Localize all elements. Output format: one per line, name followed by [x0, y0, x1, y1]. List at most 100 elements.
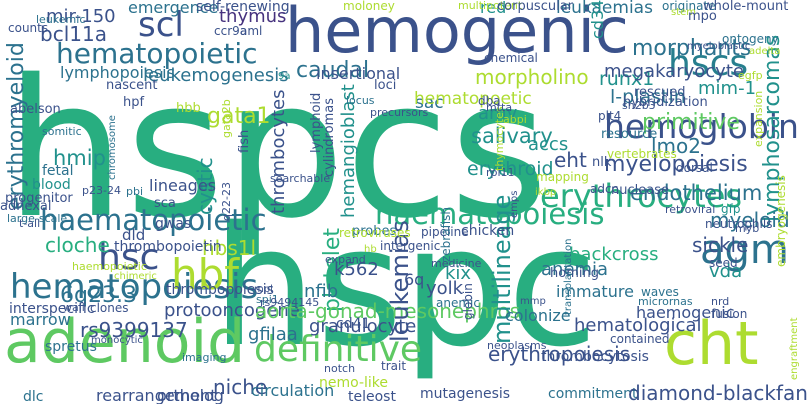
word-hemogenic: hemogenic [285, 0, 629, 67]
word-neutrophils: neutrophils [705, 217, 773, 231]
word-lineages: lineages [149, 176, 217, 195]
word-colonize: colonize [505, 306, 571, 325]
word-retroviruses: retroviruses [339, 226, 411, 240]
word-granulocyte: granulocyte [309, 316, 417, 337]
word-adenoid: adenoid [4, 307, 246, 377]
word-diamond-blackfan: diamond-blackfan [628, 381, 808, 404]
word-corpuscular: corpuscular [497, 0, 574, 14]
word-anemic: anemic [436, 296, 480, 310]
word-searchable: searchable [270, 172, 331, 185]
word-hemoglobin: hemoglobin [604, 107, 799, 146]
word-k562: k562 [334, 259, 379, 280]
word-retroviral: retroviral [665, 203, 716, 216]
word-teleost: teleost [348, 389, 396, 404]
word-mim-1: mim-1 [698, 78, 757, 99]
word-thrombopoiesis: thrombopoiesis [166, 282, 274, 298]
word-hematopoetic: hematopoetic [414, 89, 532, 109]
word-gwas: gwas [155, 216, 192, 232]
word-resource: resource [601, 127, 658, 142]
word-dba: dba [478, 94, 501, 108]
word-leukemogenesis: leukemogenesis [143, 65, 289, 86]
word-chemical: chemical [484, 51, 538, 65]
word-aorta-gonad-mesonephros: aorta-gonad-mesonephros [255, 299, 521, 323]
word-rs9494145: rs9494145 [260, 296, 320, 309]
word-multipotent: multipotent [458, 0, 523, 12]
word-thrombocytes: thrombocytes [268, 89, 289, 214]
word-homing: homing [550, 266, 599, 281]
word-yolk: yolk [426, 278, 464, 299]
word-protooncogene: protooncogene [164, 300, 300, 321]
word-nfib: nfib [304, 281, 339, 302]
word-runx1: runx1 [599, 68, 655, 90]
word-red: red [480, 0, 507, 17]
word-adnexal: adnexal [0, 199, 52, 214]
word-pipeline: pipeline [421, 225, 469, 239]
word-sac: sac [415, 93, 444, 113]
word-9a: 9a [278, 71, 291, 82]
word-cht: cht [664, 309, 759, 379]
word-aml: aml [240, 24, 263, 38]
word-niche: niche [213, 375, 268, 399]
word-micrornas: micrornas [638, 295, 693, 308]
word-hpf: hpf [123, 95, 145, 110]
word-anemia: anemia [541, 259, 609, 280]
word-hematological: hematological [574, 315, 702, 336]
word-circulation: circulation [251, 381, 335, 400]
word-nascent: nascent [106, 78, 158, 93]
word-insertional: insertional [316, 64, 401, 83]
word-nlk: nlk [592, 155, 612, 170]
word-emergence: emergence [128, 0, 219, 17]
word-erythromyeloid: erythromyeloid [4, 42, 29, 210]
word-mutagenesis: mutagenesis [420, 386, 511, 402]
word-thrombocytosis: thrombocytosis [541, 349, 649, 365]
word-nuclease: nuclease [611, 183, 669, 198]
word-salivary: salivary [471, 124, 553, 148]
word-self-renewing: self-renewing [196, 0, 290, 15]
word-erythropoiesis: erythropoiesis [488, 342, 631, 366]
word-cloche: cloche [45, 233, 110, 257]
word-spretus: spretus [45, 339, 97, 355]
word-loci: loci [374, 78, 397, 93]
word-t-all: t-all [19, 217, 41, 230]
word-sickle: sickle [692, 233, 749, 257]
word-mtta: mtta [486, 101, 513, 114]
word-whole-mount: whole-mount [703, 0, 789, 14]
word-adelta: adelta [749, 46, 781, 57]
word-cd34: cd34 [588, 0, 607, 40]
word-pbi: pbi [126, 185, 144, 198]
word-primitive: primitive [642, 110, 740, 135]
word-fish: fish [237, 129, 252, 153]
word-myelopoiesis: myelopoiesis [604, 152, 748, 177]
word-hematopoietic: hematopoietic [56, 37, 258, 70]
word-scl: scl [138, 5, 184, 45]
word-immature: immature [556, 282, 634, 301]
word-gfp: gfp [721, 202, 741, 216]
word-hb: hb [364, 244, 377, 255]
word-hybridization: hybridization [623, 95, 708, 110]
word-interspecific: interspecific [9, 301, 95, 317]
word-emps: emps [509, 190, 520, 218]
word-haemogenic: haemogenic [636, 303, 735, 322]
word-locus: locus [346, 94, 375, 107]
word-gata2b: gata2b [220, 99, 233, 138]
word-seed: seed [709, 256, 738, 270]
word-cylindromas: cylindromas [322, 98, 337, 177]
word-erythroid: erythroid [467, 158, 554, 180]
word-lymphopoiesis: lymphopoiesis [60, 63, 175, 82]
word-myb: myb [735, 222, 760, 235]
word-l-plastin: l-plastin [610, 86, 686, 108]
word-mmp: mmp [520, 296, 546, 307]
word-wall: wall [63, 301, 85, 314]
word-globin: globin [461, 283, 475, 320]
word-hspc: hspc [212, 191, 598, 383]
word-hspcs: hspcs [5, 39, 549, 260]
word-thrombopoietin: thrombopoietin [114, 239, 222, 255]
word-abpi: abpi [503, 113, 527, 126]
word-megakaryocyte: megakaryocyte [604, 61, 744, 82]
word-gata1: gata1 [207, 104, 271, 129]
word-morpholino: morpholino [475, 65, 589, 89]
word-dld: dld [122, 226, 146, 244]
word-expand: expand [325, 253, 366, 266]
word-haematopoietic: haematopoietic [40, 203, 267, 237]
word-hscs: hscs [668, 43, 749, 84]
